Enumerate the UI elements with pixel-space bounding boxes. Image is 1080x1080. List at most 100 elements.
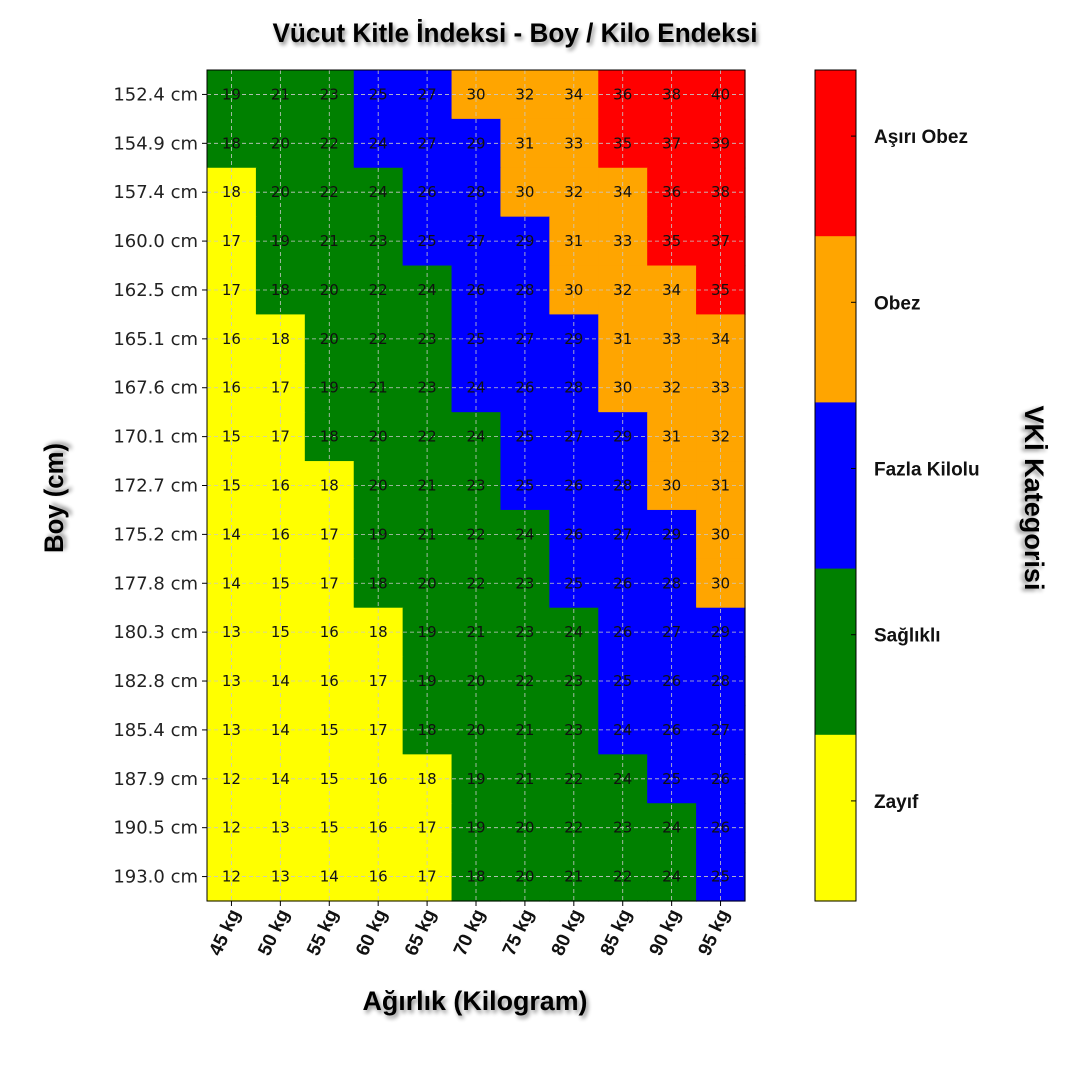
cell-value: 28: [564, 379, 583, 397]
cell-value: 20: [515, 868, 534, 886]
colorbar-segment: [815, 402, 856, 570]
cell-value: 17: [369, 721, 388, 739]
cell-value: 39: [711, 134, 730, 152]
cell-value: 34: [613, 183, 632, 201]
cell-value: 32: [515, 85, 534, 103]
cell-value: 28: [466, 183, 485, 201]
colorbar-segment: [815, 70, 856, 237]
cell-value: 23: [466, 477, 485, 495]
cell-value: 23: [418, 330, 437, 348]
cell-value: 17: [369, 672, 388, 690]
cell-value: 16: [369, 819, 388, 837]
x-tick-label: 85 kg: [597, 906, 637, 959]
colorbar-category-label: Obez: [874, 293, 920, 314]
cell-value: 13: [271, 819, 290, 837]
colorbar-segment: [815, 734, 856, 902]
cell-value: 18: [320, 477, 339, 495]
cell-value: 33: [711, 379, 730, 397]
cell-value: 29: [564, 330, 583, 348]
cell-value: 15: [222, 428, 241, 446]
cell-value: 22: [320, 183, 339, 201]
colorbar-category-label: Sağlıklı: [874, 626, 941, 647]
cell-value: 27: [564, 428, 583, 446]
cell-value: 26: [711, 770, 730, 788]
cell-value: 19: [271, 232, 290, 250]
cell-value: 14: [271, 721, 290, 739]
cell-value: 14: [222, 525, 241, 543]
cell-value: 35: [662, 232, 681, 250]
cell-value: 20: [515, 819, 534, 837]
cell-value: 24: [564, 623, 583, 641]
cell-value: 22: [564, 819, 583, 837]
y-tick-label: 154.9 cm: [113, 133, 198, 154]
x-tick-label: 70 kg: [450, 906, 490, 959]
cell-value: 21: [466, 623, 485, 641]
cell-value: 26: [564, 477, 583, 495]
y-tick-labels: 152.4 cm 154.9 cm 157.4 cm 160.0 cm 162.5 cm…: [113, 84, 207, 888]
cell-value: 26: [564, 525, 583, 543]
x-tick-label: 80 kg: [548, 906, 588, 959]
cell-value: 22: [564, 770, 583, 788]
cell-value: 26: [466, 281, 485, 299]
cell-value: 22: [515, 672, 534, 690]
cell-value: 21: [418, 477, 437, 495]
y-tick-label: 187.9 cm: [113, 769, 198, 790]
cell-value: 24: [369, 134, 388, 152]
cell-value: 27: [418, 134, 437, 152]
cell-value: 22: [320, 134, 339, 152]
cell-value: 24: [613, 721, 632, 739]
cell-value: 13: [271, 868, 290, 886]
colorbar-category-label: Zayıf: [874, 792, 919, 813]
cell-value: 24: [662, 819, 681, 837]
cell-value: 19: [466, 770, 485, 788]
cell-value: 24: [418, 281, 437, 299]
y-axis-label: Boy (cm): [39, 443, 69, 553]
cell-value: 12: [222, 819, 241, 837]
cell-value: 31: [613, 330, 632, 348]
cell-value: 15: [222, 477, 241, 495]
cell-value: 16: [222, 330, 241, 348]
cell-value: 17: [222, 232, 241, 250]
cell-value: 18: [418, 770, 437, 788]
cell-value: 15: [271, 623, 290, 641]
y-tick-label: 185.4 cm: [113, 720, 198, 741]
cell-value: 14: [320, 868, 339, 886]
colorbar: [815, 70, 856, 902]
cell-value: 31: [564, 232, 583, 250]
cell-value: 25: [613, 672, 632, 690]
cell-value: 15: [320, 770, 339, 788]
cell-value: 23: [418, 379, 437, 397]
x-tick-label: 60 kg: [352, 906, 392, 959]
cell-value: 29: [711, 623, 730, 641]
y-tick-label: 167.6 cm: [113, 378, 198, 399]
x-tick-label: 75 kg: [499, 906, 539, 959]
cell-value: 38: [711, 183, 730, 201]
cell-value: 24: [662, 868, 681, 886]
x-tick-label: 90 kg: [646, 906, 686, 959]
cell-value: 24: [515, 525, 534, 543]
cell-value: 30: [564, 281, 583, 299]
cell-value: 15: [271, 574, 290, 592]
cell-value: 18: [271, 281, 290, 299]
cell-value: 16: [222, 379, 241, 397]
cell-value: 18: [320, 428, 339, 446]
cell-value: 23: [613, 819, 632, 837]
y-tick-label: 190.5 cm: [113, 818, 198, 839]
cell-value: 24: [613, 770, 632, 788]
cell-value: 20: [418, 574, 437, 592]
x-tick-label: 55 kg: [303, 906, 343, 959]
cell-value: 27: [515, 330, 534, 348]
cell-value: 30: [711, 525, 730, 543]
cell-value: 19: [466, 819, 485, 837]
cell-value: 26: [418, 183, 437, 201]
grid-lines: [207, 70, 745, 901]
cell-value: 29: [466, 134, 485, 152]
x-tick-label: 65 kg: [401, 906, 441, 959]
y-tick-label: 172.7 cm: [113, 476, 198, 497]
x-tick-label: 45 kg: [205, 906, 245, 959]
cell-value: 30: [466, 85, 485, 103]
cell-value: 29: [515, 232, 534, 250]
y-tick-label: 193.0 cm: [113, 867, 198, 888]
y-tick-label: 152.4 cm: [113, 84, 198, 105]
